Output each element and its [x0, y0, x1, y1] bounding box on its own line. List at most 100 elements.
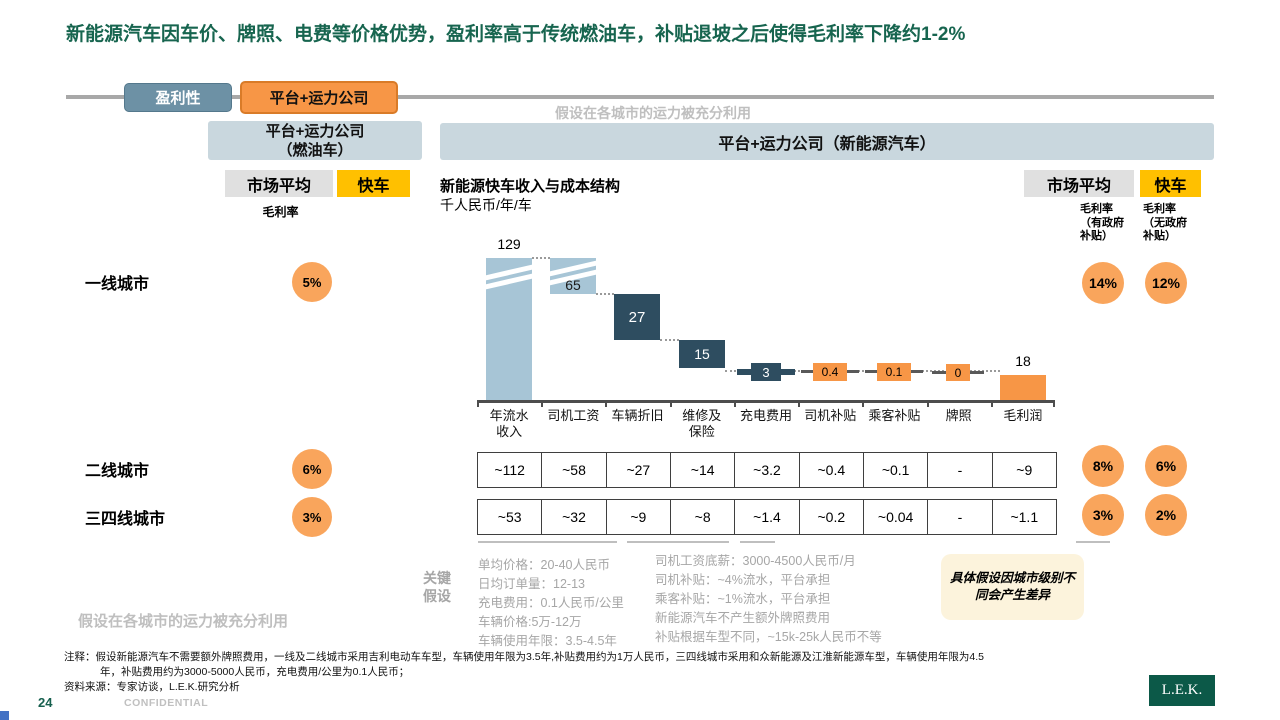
- x-label-charging: 充电费用: [739, 408, 792, 423]
- axis-tick: [670, 400, 672, 407]
- axis-tick: [734, 400, 736, 407]
- x-label-gross-profit: 毛利润: [1003, 408, 1043, 423]
- capacity-assumption-bottom: 假设在各城市的运力被充分利用: [78, 613, 289, 630]
- axis-tick: [991, 400, 993, 407]
- x-label-driver-subsidy: 司机补贴: [804, 408, 857, 423]
- axis-tick: [477, 400, 479, 407]
- tier2-cell-gross-profit: ~9: [991, 453, 1056, 487]
- right-margin-without-subsidy-header: 毛利率 （无政府 补贴）: [1143, 203, 1187, 242]
- connector-line: [596, 293, 614, 295]
- x-label-revenue: 年流水 收入: [489, 408, 529, 439]
- tier2-cell-driver-subsidy: ~0.4: [798, 453, 863, 487]
- bar-passenger-subsidy: 0.1: [877, 363, 911, 381]
- axis-tick: [798, 400, 800, 407]
- tag-profitability: 盈利性: [124, 83, 232, 112]
- bar-gross-profit: [1000, 375, 1046, 400]
- connector-line: [660, 339, 679, 341]
- right-margin-with-subsidy-header: 毛利率 （有政府 补贴）: [1080, 203, 1124, 242]
- tier34-cell-plate: -: [927, 500, 991, 534]
- assumption-item: 乘客补贴：~1%流水，平台承担: [655, 592, 831, 606]
- bar-depreciation: 27: [614, 294, 660, 340]
- source-line: 资料来源：专家访谈，L.E.K.研究分析: [64, 681, 240, 693]
- connector-line: [532, 257, 550, 259]
- assumption-item: 司机工资底薪：3000-4500人民币/月: [655, 554, 856, 568]
- header-fuel-vehicle: 平台+运力公司 （燃油车）: [208, 121, 422, 160]
- x-label-maintenance: 维修及 保险: [682, 408, 722, 439]
- x-axis-labels: 年流水 收入 司机工资 车辆折旧 维修及 保险 充电费用 司机补贴 乘客补贴 牌…: [477, 408, 1055, 440]
- assumption-item: 充电费用：0.1人民币/公里: [478, 596, 624, 610]
- tier1-margin-circle: 5%: [292, 262, 332, 302]
- x-label-passenger-subsidy: 乘客补贴: [868, 408, 921, 423]
- assumption-overline: [478, 541, 617, 543]
- lek-logo: L.E.K.: [1149, 675, 1215, 706]
- tier34-margin-with-subsidy-circle: 3%: [1082, 494, 1124, 536]
- axis-tick: [862, 400, 864, 407]
- tier1-margin-without-subsidy-circle: 12%: [1145, 262, 1187, 304]
- assumption-item: 车辆使用年限：3.5-4.5年: [478, 634, 617, 648]
- footnotes: 注释：假设新能源汽车不需要额外牌照费用，一线及二线城市采用吉利电动车车型，车辆使…: [64, 650, 1224, 695]
- footnote-line1: 注释：假设新能源汽车不需要额外牌照费用，一线及二线城市采用吉利电动车车型，车辆使…: [64, 651, 984, 663]
- axis-tick: [605, 400, 607, 407]
- bar-label-gross-profit: 18: [1015, 353, 1031, 369]
- tier34-margin-without-subsidy-circle: 2%: [1145, 494, 1187, 536]
- connector-line: [725, 370, 1000, 372]
- assumption-overline: [627, 541, 729, 543]
- capacity-assumption-top: 假设在各城市的运力被充分利用: [555, 105, 751, 121]
- x-label-driver-wage: 司机工资: [547, 408, 600, 423]
- x-label-depreciation: 车辆折旧: [611, 408, 664, 423]
- assumption-overline: [1076, 541, 1110, 543]
- bar-maintenance-insurance: 15: [679, 340, 725, 368]
- tier2-cell-revenue: ~112: [494, 462, 525, 478]
- key-assumptions-label: 关键 假设: [418, 569, 456, 605]
- tier2-cell-maintenance: ~14: [669, 453, 734, 487]
- right-express-box: 快车: [1140, 170, 1201, 197]
- bar-label-driver-wage: 65: [565, 277, 581, 293]
- header-fuel-line2: （燃油车）: [277, 141, 353, 159]
- confidential-label: CONFIDENTIAL: [124, 697, 209, 709]
- row-label-tier34-city: 三四线城市: [85, 511, 166, 528]
- tier34-values-table: ~53 ~32 ~9 ~8 ~1.4 ~0.2 ~0.04 - ~1.1: [477, 499, 1057, 535]
- assumptions-column-1: 单均价格：20-40人民币 日均订单量：12-13 充电费用：0.1人民币/公里…: [478, 556, 658, 651]
- footnote-line2: 年，补贴费用约为3000-5000人民币，充电费用/公里为0.1人民币；: [100, 666, 410, 678]
- tier2-values-table: ~112 ~58 ~27 ~14 ~3.2 ~0.4 ~0.1 - ~9: [477, 452, 1057, 488]
- assumption-item: 日均订单量：12-13: [478, 577, 585, 591]
- tier34-cell-gross-profit: ~1.1: [991, 500, 1056, 534]
- assumption-item: 司机补贴：~4%流水，平台承担: [655, 573, 831, 587]
- left-gross-margin-label: 毛利率: [262, 205, 299, 219]
- left-market-average-box: 市场平均: [225, 170, 333, 197]
- row-label-tier1-city: 一线城市: [85, 276, 150, 293]
- tier34-margin-circle: 3%: [292, 497, 332, 537]
- page-number: 24: [38, 695, 53, 710]
- city-difference-note-box: 具体假设因城市级别不同会产生差异: [941, 554, 1084, 620]
- top-divider-line: [66, 95, 1214, 99]
- x-axis: [477, 400, 1055, 403]
- assumption-overline: [740, 541, 775, 543]
- bar-driver-subsidy: 0.4: [813, 363, 847, 381]
- bar-charging-cost: 3: [751, 363, 781, 381]
- header-fuel-line1: 平台+运力公司: [265, 122, 365, 140]
- right-market-average-box: 市场平均: [1024, 170, 1134, 197]
- tier34-cell-depreciation: ~9: [605, 500, 670, 534]
- x-label-plate: 牌照: [945, 408, 972, 423]
- axis-tick: [1053, 400, 1055, 407]
- key-assumptions-line2: 假设: [423, 588, 451, 604]
- tag-platform-operator: 平台+运力公司: [240, 81, 398, 114]
- chart-unit-label: 千人民币/年/车: [440, 197, 532, 213]
- tier2-cell-charging: ~3.2: [734, 453, 798, 487]
- chart-title: 新能源快车收入与成本结构: [440, 178, 621, 195]
- tier2-cell-depreciation: ~27: [605, 453, 670, 487]
- assumptions-column-2: 司机工资底薪：3000-4500人民币/月 司机补贴：~4%流水，平台承担 乘客…: [655, 552, 925, 647]
- bar-license-plate: 0: [946, 364, 970, 381]
- bar-label-revenue: 129: [497, 236, 521, 252]
- assumption-item: 单均价格：20-40人民币: [478, 558, 610, 572]
- tier2-cell-driver-wage: ~58: [541, 453, 605, 487]
- row-label-tier2-city: 二线城市: [85, 463, 150, 480]
- tier34-cell-driver-wage: ~32: [541, 500, 605, 534]
- tier34-cell-driver-subsidy: ~0.2: [798, 500, 863, 534]
- axis-tick: [927, 400, 929, 407]
- assumption-item: 新能源汽车不产生额外牌照费用: [655, 611, 831, 625]
- tier34-cell-passenger-subsidy: ~0.04: [862, 500, 927, 534]
- tier1-margin-with-subsidy-circle: 14%: [1082, 262, 1124, 304]
- assumption-item: 补贴根据车型不同，~15k-25k人民币不等: [655, 630, 882, 644]
